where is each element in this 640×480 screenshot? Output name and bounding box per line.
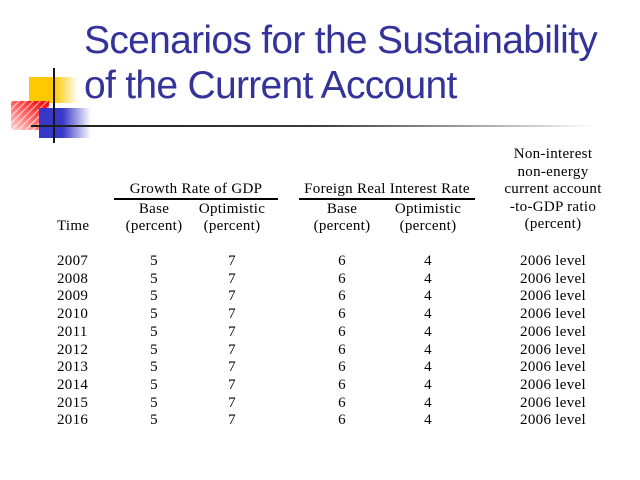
cell-ca: 2006 level	[520, 359, 586, 376]
slide-title: Scenarios for the Sustainability of the C…	[84, 18, 598, 108]
table-row: 2011 5 7 6 4 2006 level	[0, 324, 640, 342]
unit-label-rate-base: (percent)	[313, 218, 371, 234]
crosshair-vertical-line	[53, 68, 55, 143]
table-row: 2010 5 7 6 4 2006 level	[0, 306, 640, 324]
cell-ca: 2006 level	[520, 376, 586, 393]
cell-gdp-base: 5	[150, 359, 158, 376]
cell-fr-base: 6	[338, 288, 346, 305]
table-row: 2009 5 7 6 4 2006 level	[0, 288, 640, 306]
header-line: -to-GDP ratio	[509, 198, 597, 215]
cell-fr-base: 6	[338, 323, 346, 340]
header-line: (percent)	[524, 216, 582, 233]
cell-fr-base: 6	[338, 376, 346, 393]
cell-year: 2008	[57, 270, 89, 287]
cell-gdp-base: 5	[150, 341, 158, 358]
cell-fr-base: 6	[338, 412, 346, 429]
column-group-growth-rate-gdp: Growth Rate of GDP	[114, 181, 278, 200]
cell-fr-opt: 4	[424, 288, 432, 305]
cell-year: 2012	[57, 341, 89, 358]
cell-fr-base: 6	[338, 341, 346, 358]
cell-gdp-opt: 7	[228, 341, 236, 358]
cell-fr-base: 6	[338, 253, 346, 269]
cell-fr-opt: 4	[424, 394, 432, 411]
cell-gdp-base: 5	[150, 270, 158, 287]
subheader-rate-optimistic: Optimistic	[394, 201, 462, 217]
table-row: 2014 5 7 6 4 2006 level	[0, 377, 640, 395]
table-row: 2008 5 7 6 4 2006 level	[0, 271, 640, 289]
cell-ca: 2006 level	[520, 270, 586, 287]
current-account-column-header: Non-interest non-energy current account -to…	[491, 146, 615, 234]
cell-gdp-opt: 7	[228, 270, 236, 287]
cell-gdp-base: 5	[150, 412, 158, 429]
cell-gdp-opt: 7	[228, 394, 236, 411]
cell-fr-opt: 4	[424, 323, 432, 340]
cell-year: 2016	[57, 412, 89, 429]
header-line: non-energy	[517, 163, 589, 180]
cell-year: 2011	[57, 323, 88, 340]
cell-fr-base: 6	[338, 359, 346, 376]
cell-year: 2009	[57, 288, 89, 305]
blue-square-decoration-icon	[39, 108, 91, 138]
cell-year: 2013	[57, 359, 89, 376]
cell-year: 2010	[57, 306, 89, 323]
cell-year: 2014	[57, 376, 89, 393]
cell-fr-opt: 4	[424, 376, 432, 393]
table-row: 2016 5 7 6 4 2006 level	[0, 412, 640, 430]
table-row: 2013 5 7 6 4 2006 level	[0, 359, 640, 377]
cell-fr-opt: 4	[424, 306, 432, 323]
cell-year: 2015	[57, 394, 89, 411]
cell-ca: 2006 level	[520, 394, 586, 411]
cell-year: 2007	[57, 253, 89, 269]
unit-label-gdp-optimistic: (percent)	[203, 218, 261, 234]
cell-fr-opt: 4	[424, 412, 432, 429]
time-column-header: Time	[57, 218, 90, 234]
subheader-gdp-base: Base	[138, 201, 170, 217]
table-row: 2015 5 7 6 4 2006 level	[0, 395, 640, 413]
cell-gdp-base: 5	[150, 306, 158, 323]
cell-gdp-base: 5	[150, 394, 158, 411]
cell-ca: 2006 level	[520, 253, 586, 269]
cell-fr-opt: 4	[424, 341, 432, 358]
cell-ca: 2006 level	[520, 288, 586, 305]
table-row: 2012 5 7 6 4 2006 level	[0, 342, 640, 360]
cell-gdp-base: 5	[150, 323, 158, 340]
title-line-1: Scenarios for the Sustainability	[84, 19, 598, 62]
cell-gdp-base: 5	[150, 376, 158, 393]
subheader-rate-base: Base	[326, 201, 358, 217]
cell-gdp-opt: 7	[228, 359, 236, 376]
cell-gdp-base: 5	[150, 253, 158, 269]
cell-gdp-opt: 7	[228, 376, 236, 393]
cell-gdp-opt: 7	[228, 323, 236, 340]
title-line-2: of the Current Account	[84, 64, 457, 107]
cell-fr-opt: 4	[424, 270, 432, 287]
cell-ca: 2006 level	[520, 412, 586, 429]
cell-gdp-opt: 7	[228, 412, 236, 429]
cell-gdp-opt: 7	[228, 253, 236, 269]
cell-gdp-base: 5	[150, 288, 158, 305]
column-group-foreign-real-interest-rate: Foreign Real Interest Rate	[299, 181, 475, 200]
title-underline-rule	[31, 125, 600, 127]
cell-fr-base: 6	[338, 306, 346, 323]
cell-fr-base: 6	[338, 270, 346, 287]
header-line: current account	[504, 181, 602, 198]
subheader-gdp-optimistic: Optimistic	[198, 201, 266, 217]
table-row: 2007 5 7 6 4 2006 level	[0, 253, 640, 271]
cell-fr-opt: 4	[424, 253, 432, 269]
header-line: Non-interest	[513, 146, 593, 162]
cell-ca: 2006 level	[520, 306, 586, 323]
cell-ca: 2006 level	[520, 341, 586, 358]
cell-ca: 2006 level	[520, 323, 586, 340]
cell-gdp-opt: 7	[228, 306, 236, 323]
unit-label-rate-optimistic: (percent)	[399, 218, 457, 234]
unit-label-gdp-base: (percent)	[125, 218, 183, 234]
cell-fr-opt: 4	[424, 359, 432, 376]
cell-fr-base: 6	[338, 394, 346, 411]
cell-gdp-opt: 7	[228, 288, 236, 305]
